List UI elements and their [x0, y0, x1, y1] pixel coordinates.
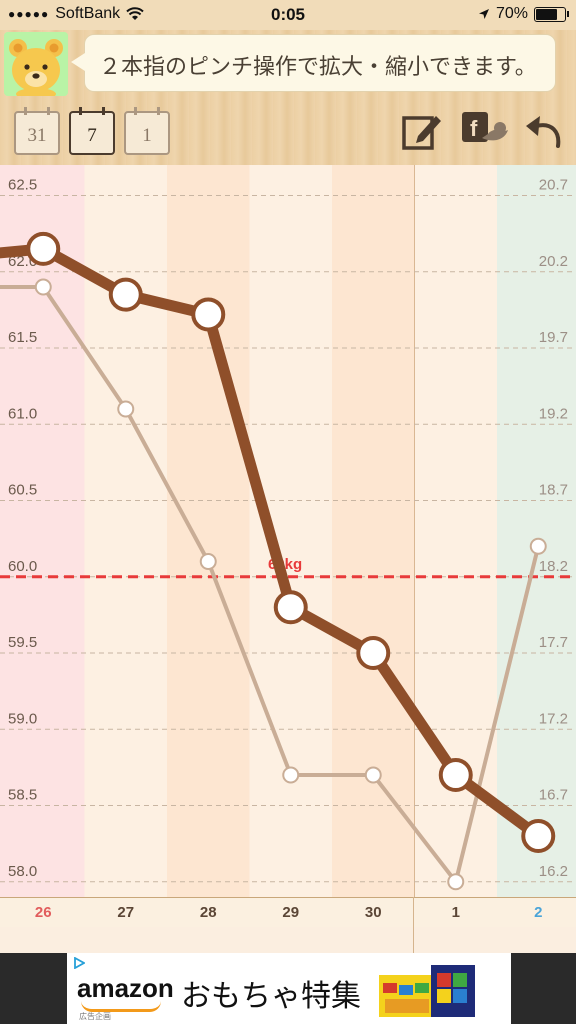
weight-data-point[interactable] — [191, 297, 226, 332]
period-button-label: 1 — [142, 125, 152, 146]
weight-data-point[interactable] — [356, 636, 391, 670]
ad-brand: amazon — [77, 973, 174, 1003]
body-fat-series-line — [0, 285, 541, 884]
x-axis-day-label[interactable]: 26 — [34, 904, 52, 921]
wifi-icon — [126, 7, 144, 20]
header: ２本指のピンチ操作で拡大・縮小できます。 31 7 1 f — [0, 30, 576, 166]
status-time: 0:05 — [270, 5, 306, 24]
weight-data-point[interactable] — [273, 590, 308, 625]
weight-data-point[interactable] — [108, 277, 143, 312]
period-button-1-day[interactable]: 1 — [124, 107, 170, 155]
weight-data-point[interactable] — [438, 758, 473, 792]
x-axis-day-label[interactable]: 29 — [282, 904, 300, 921]
ad-title: おもちゃ特集 — [181, 980, 361, 1013]
ad-banner[interactable]: amazon 広告企画 おもちゃ特集 — [0, 953, 576, 1024]
weight-data-point[interactable] — [26, 231, 61, 266]
period-button-label: 7 — [87, 125, 97, 146]
svg-text:f: f — [470, 116, 478, 141]
hint-message: ２本指のピンチ操作で拡大・縮小できます。 — [99, 54, 537, 79]
bottom-strip — [0, 927, 576, 953]
signal-strength-icon: ●●●●● — [8, 7, 50, 21]
left-axis-tick-label: 59.5 — [8, 634, 37, 651]
left-axis-tick-label: 62.5 — [8, 177, 37, 194]
period-button-label: 31 — [27, 125, 47, 146]
hint-bubble: ２本指のピンチ操作で拡大・縮小できます。 — [71, 34, 556, 92]
body-fat-data-point[interactable] — [34, 278, 52, 296]
period-button-7-days[interactable]: 7 — [69, 107, 115, 155]
ad-choices-icon[interactable] — [73, 957, 85, 969]
x-axis-day-label[interactable]: 30 — [364, 904, 382, 921]
period-button-31-days[interactable]: 31 — [14, 107, 60, 155]
chart-column-bg — [0, 165, 2, 897]
body-fat-data-point[interactable] — [282, 766, 300, 784]
right-axis-tick-label: 19.2 — [539, 405, 568, 422]
left-axis-tick-label: 58.5 — [8, 787, 37, 804]
back-arrow-icon[interactable] — [522, 108, 568, 154]
chart-column-bg — [497, 165, 576, 897]
right-axis-tick-label: 17.2 — [539, 710, 568, 727]
left-axis-tick-label: 59.0 — [8, 710, 37, 727]
month-divider — [413, 897, 414, 953]
left-axis-tick-label: 60.0 — [8, 558, 37, 575]
battery-percent: 70% — [495, 5, 528, 22]
x-axis-day-label[interactable]: 27 — [117, 904, 135, 921]
right-axis-tick-label: 18.7 — [539, 482, 568, 499]
right-axis-tick-label: 19.7 — [539, 329, 568, 346]
status-right: 70% — [478, 5, 569, 23]
left-axis-tick-label: 61.5 — [8, 329, 37, 346]
x-axis-day-label[interactable]: 2 — [534, 904, 543, 921]
ad-content[interactable]: amazon 広告企画 おもちゃ特集 — [67, 953, 511, 1024]
facebook-twitter-share-icon[interactable]: f — [460, 108, 512, 154]
amazon-smile-icon — [81, 1001, 161, 1012]
location-arrow-icon — [478, 9, 489, 19]
body-fat-data-point[interactable] — [447, 873, 465, 891]
x-axis: 26 27 28 29 30 1 2 — [0, 897, 576, 929]
toy-box-image-icon — [379, 965, 475, 1017]
right-axis-tick-label: 18.2 — [539, 558, 568, 575]
x-axis-day-label[interactable]: 28 — [199, 904, 217, 921]
left-axis-tick-label: 60.5 — [8, 482, 37, 499]
carrier-name: SoftBank — [55, 5, 121, 22]
x-axis-day-label[interactable]: 1 — [451, 904, 460, 921]
right-axis-tick-label: 16.2 — [539, 863, 568, 880]
right-axis-tick-label: 17.7 — [539, 634, 568, 651]
chart-column-bg — [167, 165, 250, 897]
chart-column-bg — [249, 165, 332, 897]
body-fat-data-point[interactable] — [199, 553, 217, 570]
right-axis-tick-label: 16.7 — [539, 787, 568, 804]
ad-small-text: 広告企画 — [79, 1012, 111, 1021]
status-bar: ●●●●● SoftBank 0:05 70% — [0, 0, 576, 30]
body-fat-data-point[interactable] — [529, 537, 547, 555]
chart-column-bg — [332, 165, 415, 897]
weight-chart[interactable]: 62.5 20.762.0 20.261.5 19.761.0 19.260.5 18.7… — [0, 165, 576, 897]
body-fat-data-point[interactable] — [117, 400, 135, 418]
left-axis-tick-label: 61.0 — [8, 405, 37, 422]
bear-avatar-icon[interactable] — [4, 32, 68, 96]
edit-icon[interactable] — [398, 108, 444, 154]
battery-icon — [534, 6, 569, 22]
status-left: ●●●●● SoftBank — [8, 5, 144, 23]
right-axis-tick-label: 20.7 — [539, 177, 568, 194]
right-axis-tick-label: 20.2 — [539, 253, 568, 270]
weight-data-point[interactable] — [521, 819, 556, 853]
body-fat-data-point[interactable] — [364, 766, 382, 784]
left-axis-tick-label: 58.0 — [8, 863, 37, 880]
